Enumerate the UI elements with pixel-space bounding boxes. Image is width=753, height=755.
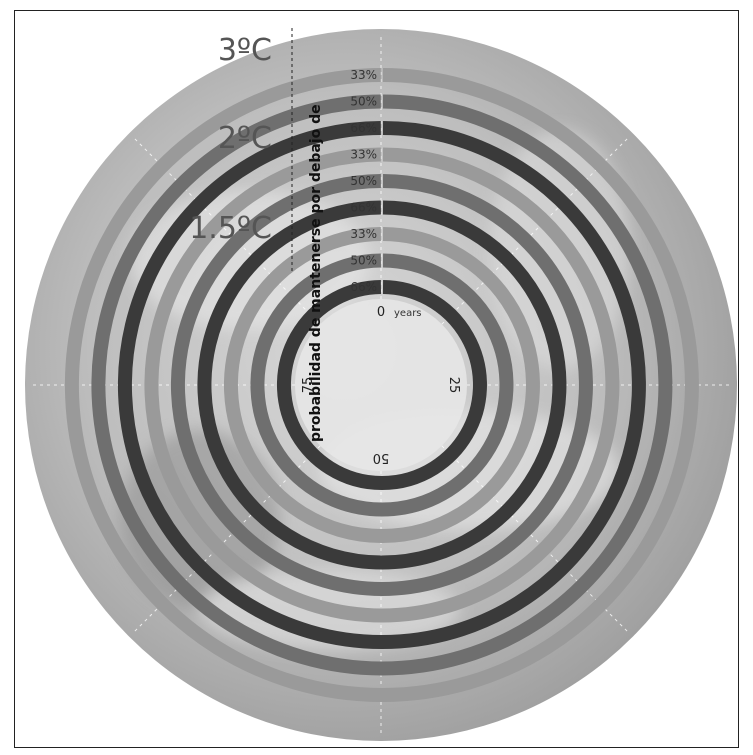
probability-labels: 66% 50% 33% 66% 50% 33% 66% 50% 33%	[350, 68, 377, 294]
probability-label: 66%	[350, 201, 377, 215]
bar-2C-33pct	[144, 147, 620, 623]
probability-label: 50%	[350, 174, 377, 188]
bar-15C-33pct	[223, 227, 540, 543]
probability-label: 66%	[350, 280, 377, 294]
center-disc	[295, 299, 467, 471]
temp-label-1-5c: 1.5ºC	[189, 211, 272, 246]
bar-3C-66pct	[117, 121, 646, 649]
probability-label: 50%	[350, 254, 377, 268]
bar-3C-33pct	[64, 68, 699, 702]
probability-label: 33%	[350, 227, 377, 241]
probability-label: 50%	[350, 95, 377, 109]
bar-15C-66pct	[277, 280, 487, 490]
tick-labels-layer: 0 25 50 75	[301, 305, 461, 465]
temperature-labels: 3ºC 2ºC 1.5ºC	[189, 33, 272, 246]
tick-label-0: 0	[377, 305, 385, 320]
temp-label-3c: 3ºC	[218, 33, 272, 68]
tick-label-50: 50	[373, 450, 390, 465]
tick-label-25: 25	[446, 377, 461, 394]
probability-label: 66%	[350, 121, 377, 135]
probability-label: 33%	[350, 68, 377, 82]
probability-label: 33%	[350, 148, 377, 162]
bars-layer	[64, 68, 699, 702]
bar-2C-66pct	[197, 200, 567, 570]
temp-label-2c: 2ºC	[218, 121, 272, 156]
bar-2C-50pct	[170, 174, 593, 596]
bar-3C-50pct	[91, 94, 673, 676]
y-axis-title: probabilidad de mantenerse por debajo de	[308, 104, 324, 442]
years-unit-label: years	[394, 308, 422, 319]
tick-label-75: 75	[301, 377, 316, 394]
bar-15C-50pct	[250, 253, 514, 517]
